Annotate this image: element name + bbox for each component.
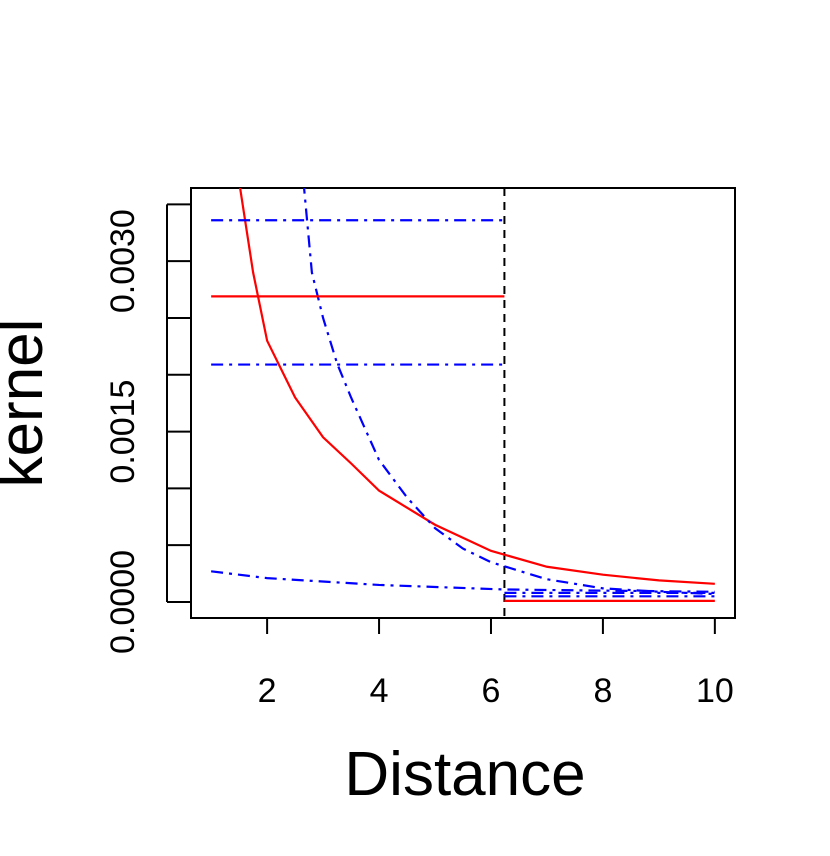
x-axis-label: Distance <box>344 740 585 809</box>
y-tick-label: 0.0030 <box>104 209 142 313</box>
y-tick-label: 0.0000 <box>104 550 142 654</box>
x-tick-label: 4 <box>370 672 389 710</box>
x-tick-label: 2 <box>258 672 277 710</box>
x-tick-label: 10 <box>696 672 734 710</box>
y-axis-label: kernel <box>0 319 56 488</box>
line-series <box>238 188 715 585</box>
plot-frame <box>190 187 736 619</box>
x-tick-label: 6 <box>482 672 501 710</box>
y-tick-label: 0.0015 <box>104 380 142 484</box>
line-series <box>211 570 715 593</box>
line-series <box>302 188 715 596</box>
x-tick-label: 8 <box>593 672 612 710</box>
